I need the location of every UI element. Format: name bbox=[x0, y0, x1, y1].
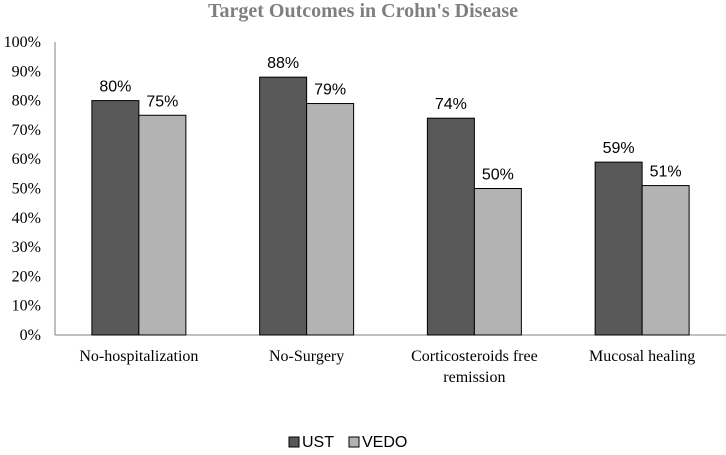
data-label: 74% bbox=[435, 96, 467, 113]
axes: 0% 10% 20% 30% 40% 50% 60% 70% 80% 90% 100% bbox=[4, 34, 726, 344]
data-label: 59% bbox=[603, 140, 635, 157]
category-label: Corticosteroids free remission bbox=[411, 348, 538, 386]
y-tick-label: 50% bbox=[12, 181, 41, 198]
bar-vedo bbox=[138, 114, 187, 336]
y-tick-label: 10% bbox=[12, 298, 41, 315]
legend-label: UST bbox=[302, 434, 334, 451]
y-tick-label: 20% bbox=[12, 268, 41, 285]
data-label: 51% bbox=[650, 164, 682, 181]
data-label: 88% bbox=[267, 55, 299, 72]
y-tick-label: 60% bbox=[12, 151, 41, 168]
bar-ust bbox=[426, 117, 475, 336]
y-tick-label: 0% bbox=[20, 327, 41, 344]
data-label: 50% bbox=[482, 167, 514, 184]
y-tick-label: 80% bbox=[12, 93, 41, 110]
category-label: No-hospitalization bbox=[79, 348, 198, 365]
legend-swatch-ust bbox=[288, 436, 300, 448]
y-tick-label: 90% bbox=[12, 63, 41, 80]
bar-vedo bbox=[473, 188, 522, 336]
y-tick-label: 30% bbox=[12, 239, 41, 256]
bar-ust bbox=[91, 100, 140, 336]
y-tick-label: 40% bbox=[12, 210, 41, 227]
legend-label: VEDO bbox=[362, 434, 407, 451]
data-label: 80% bbox=[99, 79, 131, 96]
y-tick-label: 100% bbox=[4, 34, 41, 51]
bar-vedo bbox=[641, 185, 690, 336]
legend-swatch-vedo bbox=[348, 436, 360, 448]
data-label: 75% bbox=[146, 93, 178, 110]
data-label: 79% bbox=[314, 82, 346, 99]
data-labels: 80% 75% 88% 79% 74% 50% 59% 51% bbox=[99, 55, 681, 183]
category-label: No-Surgery bbox=[269, 348, 344, 365]
category-label: Mucosal healing bbox=[589, 348, 695, 365]
bars bbox=[91, 76, 690, 336]
bar-vedo bbox=[306, 103, 355, 336]
chart-title: Target Outcomes in Crohn's Disease bbox=[208, 0, 518, 22]
category-labels: No-hospitalization No-Surgery Corticostero… bbox=[79, 348, 695, 386]
bar-ust bbox=[594, 161, 643, 336]
legend: UST VEDO bbox=[288, 434, 407, 451]
bar-ust bbox=[259, 76, 308, 336]
y-tick-label: 70% bbox=[12, 122, 41, 139]
